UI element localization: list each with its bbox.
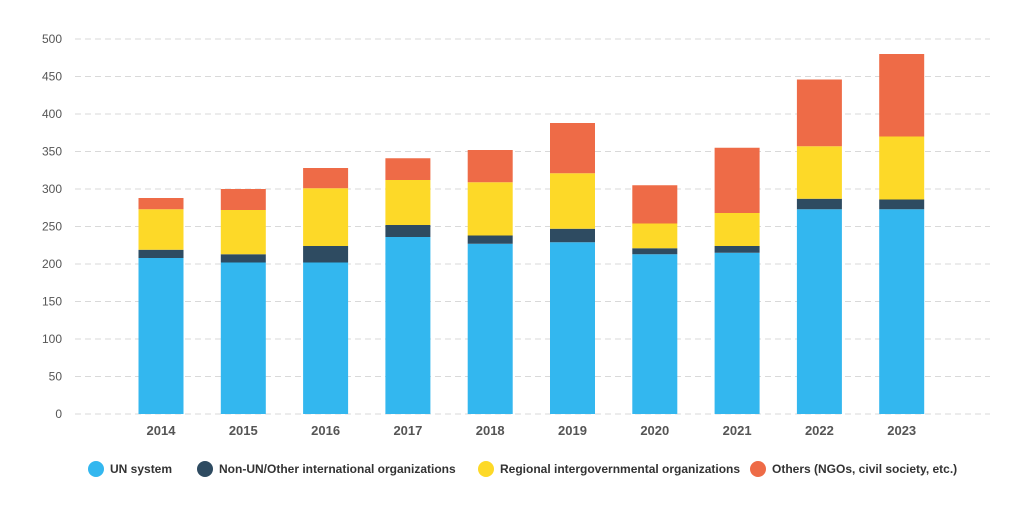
legend: UN system Non-UN/Other international orga…	[88, 461, 957, 477]
y-tick-label: 150	[42, 295, 62, 309]
y-tick-label: 300	[42, 182, 62, 196]
legend-item: UN system	[88, 461, 172, 477]
bar-segment	[796, 198, 842, 210]
bar-segment	[714, 246, 760, 253]
legend-item: Others (NGOs, civil society, etc.)	[750, 461, 957, 477]
y-tick-label: 400	[42, 107, 62, 121]
bar-segment	[467, 243, 513, 414]
bar-segment	[303, 188, 349, 246]
legend-item: Non-UN/Other international organizations	[197, 461, 456, 477]
bar-segment	[632, 248, 678, 255]
bar-segment	[138, 198, 184, 210]
legend-item: Regional intergovernmental organizations	[478, 461, 740, 477]
y-tick-label: 200	[42, 257, 62, 271]
x-tick-label: 2014	[147, 423, 177, 438]
bar-segment	[220, 189, 266, 210]
bar-segment	[796, 146, 842, 199]
bar-segment	[138, 249, 184, 258]
x-tick-label: 2020	[640, 423, 669, 438]
x-tick-label: 2015	[229, 423, 258, 438]
bar-segment	[220, 262, 266, 414]
bar-segment	[385, 225, 431, 237]
bar-segment	[550, 228, 595, 243]
bar-segment	[220, 254, 266, 263]
x-tick-label: 2021	[723, 423, 752, 438]
bar-segment	[138, 209, 184, 250]
legend-label: Others (NGOs, civil society, etc.)	[772, 462, 957, 476]
y-tick-label: 250	[42, 220, 62, 234]
legend-label: Non-UN/Other international organizations	[219, 462, 456, 476]
legend-label: UN system	[110, 462, 172, 476]
bar-segment	[467, 235, 513, 244]
bar-segment	[550, 173, 595, 229]
bar-segment	[714, 213, 760, 246]
bar-segment	[632, 254, 678, 414]
x-tick-label: 2018	[476, 423, 505, 438]
y-tick-label: 0	[55, 407, 62, 421]
bar-segment	[796, 79, 842, 147]
bar-segment	[303, 246, 349, 263]
bar-segment	[385, 158, 431, 180]
bar-segment	[879, 54, 925, 137]
bar-segment	[385, 180, 431, 225]
x-tick-label: 2023	[887, 423, 916, 438]
bar-segment	[467, 182, 513, 236]
x-tick-label: 2016	[311, 423, 340, 438]
bar-segment	[714, 252, 760, 414]
y-tick-label: 50	[49, 370, 63, 384]
bar-segment	[467, 150, 513, 183]
bar-segment	[303, 168, 349, 189]
y-tick-label: 350	[42, 145, 62, 159]
bar-segment	[879, 136, 925, 200]
bar-segment	[632, 185, 678, 224]
x-tick-label: 2017	[393, 423, 422, 438]
bar-segment	[879, 199, 925, 210]
y-tick-label: 500	[42, 32, 62, 46]
legend-swatch	[478, 461, 494, 477]
y-tick-label: 450	[42, 70, 62, 84]
bar-segment	[220, 210, 266, 255]
bar-segment	[550, 123, 595, 174]
x-tick-label: 2019	[558, 423, 587, 438]
x-tick-label: 2022	[805, 423, 834, 438]
bar-segment	[796, 209, 842, 414]
legend-swatch	[88, 461, 104, 477]
bar-segment	[714, 147, 760, 213]
legend-swatch	[197, 461, 213, 477]
y-tick-label: 100	[42, 332, 62, 346]
gridlines	[75, 38, 990, 415]
legend-swatch	[750, 461, 766, 477]
bar-segment	[385, 237, 431, 414]
x-axis-ticks: 2014 2015 2016 2017 2018 2019 2020 2021 2022 2023	[147, 423, 917, 438]
bar-segment	[138, 258, 184, 414]
bar-segment	[879, 209, 925, 414]
bar-segment	[632, 223, 678, 249]
bars	[138, 54, 925, 414]
legend-label: Regional intergovernmental organizations	[500, 462, 740, 476]
y-axis-ticks: 0 50 100 150 200 250 300 350 400 450 500	[42, 32, 62, 421]
bar-segment	[303, 262, 349, 414]
bar-segment	[550, 242, 595, 414]
